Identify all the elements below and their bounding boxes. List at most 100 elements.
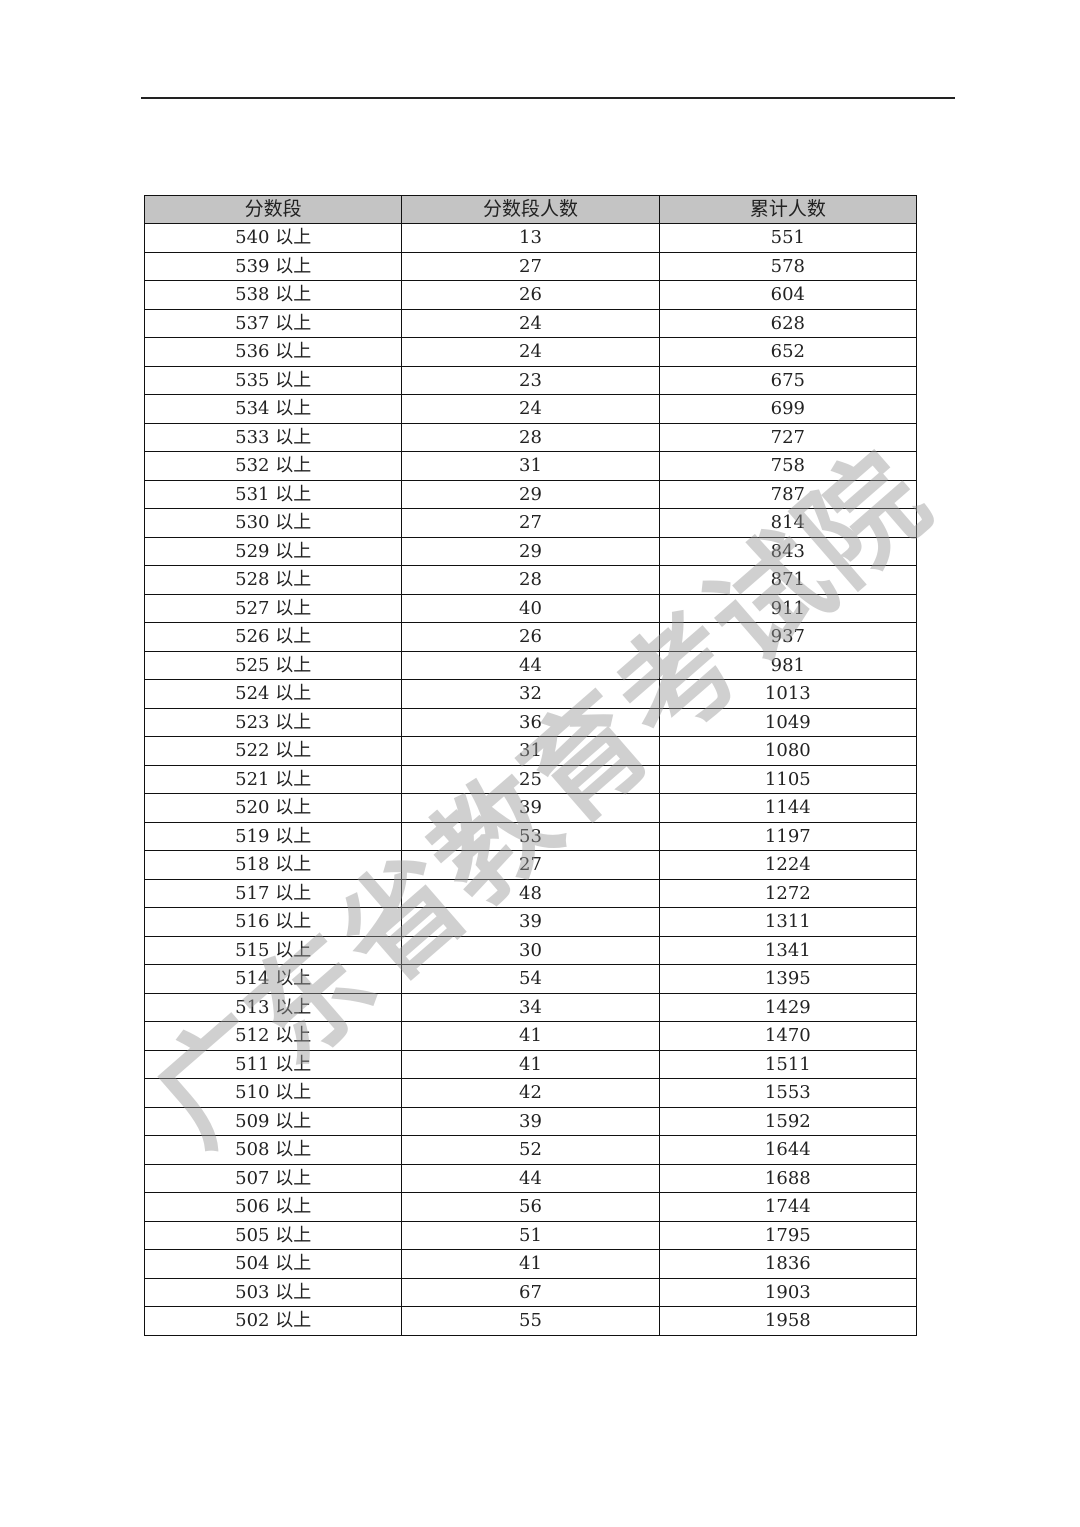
cumulative-count-cell: 551	[658, 223, 918, 253]
score-range-cell: 509 以上	[143, 1106, 403, 1136]
cumulative-count-cell: 871	[658, 565, 918, 595]
table-row: 536 以上 24 652	[143, 337, 918, 367]
cumulative-count-cell: 1688	[658, 1163, 918, 1193]
table-row: 506 以上 56 1744	[143, 1192, 918, 1222]
table-row: 505 以上 51 1795	[143, 1220, 918, 1250]
segment-count-cell: 32	[401, 679, 660, 709]
cumulative-count-cell: 1224	[658, 850, 918, 880]
table-row: 512 以上 41 1470	[143, 1021, 918, 1051]
table-row: 518 以上 27 1224	[143, 850, 918, 880]
score-range-cell: 535 以上	[143, 365, 403, 395]
cumulative-count-cell: 843	[658, 536, 918, 566]
table-row: 538 以上 26 604	[143, 280, 918, 310]
score-range-cell: 506 以上	[143, 1192, 403, 1222]
cumulative-count-cell: 1395	[658, 964, 918, 994]
segment-count-cell: 28	[401, 422, 660, 452]
table-row: 523 以上 36 1049	[143, 707, 918, 737]
segment-count-cell: 55	[401, 1306, 660, 1336]
table-row: 511 以上 41 1511	[143, 1049, 918, 1079]
segment-count-cell: 31	[401, 451, 660, 481]
cumulative-count-cell: 1144	[658, 793, 918, 823]
segment-count-cell: 39	[401, 793, 660, 823]
score-range-cell: 521 以上	[143, 764, 403, 794]
table-row: 539 以上 27 578	[143, 251, 918, 281]
table-row: 508 以上 52 1644	[143, 1135, 918, 1165]
table-row: 514 以上 54 1395	[143, 964, 918, 994]
cumulative-count-cell: 1272	[658, 878, 918, 908]
cumulative-count-cell: 675	[658, 365, 918, 395]
segment-count-cell: 41	[401, 1021, 660, 1051]
cumulative-count-cell: 1105	[658, 764, 918, 794]
cumulative-count-cell: 1644	[658, 1135, 918, 1165]
cumulative-count-cell: 604	[658, 280, 918, 310]
cumulative-count-cell: 1429	[658, 992, 918, 1022]
cumulative-count-cell: 699	[658, 394, 918, 424]
cumulative-count-cell: 1795	[658, 1220, 918, 1250]
cumulative-count-cell: 981	[658, 650, 918, 680]
segment-count-cell: 27	[401, 850, 660, 880]
table-row: 531 以上 29 787	[143, 479, 918, 509]
segment-count-cell: 13	[401, 223, 660, 253]
segment-count-cell: 41	[401, 1049, 660, 1079]
cumulative-count-cell: 727	[658, 422, 918, 452]
score-range-cell: 504 以上	[143, 1249, 403, 1279]
score-range-cell: 526 以上	[143, 622, 403, 652]
cumulative-count-cell: 1470	[658, 1021, 918, 1051]
cumulative-count-cell: 758	[658, 451, 918, 481]
cumulative-count-cell: 1511	[658, 1049, 918, 1079]
cumulative-count-cell: 1903	[658, 1277, 918, 1307]
score-range-cell: 511 以上	[143, 1049, 403, 1079]
table-row: 513 以上 34 1429	[143, 992, 918, 1022]
score-range-cell: 533 以上	[143, 422, 403, 452]
score-range-cell: 534 以上	[143, 394, 403, 424]
segment-count-cell: 34	[401, 992, 660, 1022]
segment-count-cell: 31	[401, 736, 660, 766]
table-row: 529 以上 29 843	[143, 536, 918, 566]
segment-count-cell: 52	[401, 1135, 660, 1165]
cumulative-count-cell: 1080	[658, 736, 918, 766]
segment-count-cell: 23	[401, 365, 660, 395]
table-row: 521 以上 25 1105	[143, 764, 918, 794]
segment-count-cell: 48	[401, 878, 660, 908]
score-range-cell: 502 以上	[143, 1306, 403, 1336]
table-row: 530 以上 27 814	[143, 508, 918, 538]
score-range-cell: 530 以上	[143, 508, 403, 538]
score-range-cell: 527 以上	[143, 593, 403, 623]
segment-count-cell: 27	[401, 251, 660, 281]
segment-count-cell: 24	[401, 308, 660, 338]
header-cumulative-count: 累计人数	[658, 195, 918, 224]
score-range-cell: 536 以上	[143, 337, 403, 367]
header-rule	[141, 97, 955, 99]
score-range-cell: 507 以上	[143, 1163, 403, 1193]
segment-count-cell: 25	[401, 764, 660, 794]
table-row: 509 以上 39 1592	[143, 1106, 918, 1136]
table-row: 519 以上 53 1197	[143, 821, 918, 851]
score-range-cell: 539 以上	[143, 251, 403, 281]
cumulative-count-cell: 578	[658, 251, 918, 281]
score-range-cell: 516 以上	[143, 907, 403, 937]
score-range-cell: 513 以上	[143, 992, 403, 1022]
table-row: 522 以上 31 1080	[143, 736, 918, 766]
table-header-row: 分数段 分数段人数 累计人数	[143, 195, 918, 224]
score-range-cell: 514 以上	[143, 964, 403, 994]
table-row: 517 以上 48 1272	[143, 878, 918, 908]
score-range-cell: 517 以上	[143, 878, 403, 908]
cumulative-count-cell: 1744	[658, 1192, 918, 1222]
table-row: 510 以上 42 1553	[143, 1078, 918, 1108]
cumulative-count-cell: 1592	[658, 1106, 918, 1136]
table-row: 504 以上 41 1836	[143, 1249, 918, 1279]
table-row: 532 以上 31 758	[143, 451, 918, 481]
score-range-cell: 518 以上	[143, 850, 403, 880]
segment-count-cell: 39	[401, 907, 660, 937]
cumulative-count-cell: 1341	[658, 935, 918, 965]
score-range-cell: 512 以上	[143, 1021, 403, 1051]
score-range-cell: 503 以上	[143, 1277, 403, 1307]
cumulative-count-cell: 628	[658, 308, 918, 338]
table-row: 528 以上 28 871	[143, 565, 918, 595]
score-range-cell: 524 以上	[143, 679, 403, 709]
cumulative-count-cell: 937	[658, 622, 918, 652]
segment-count-cell: 29	[401, 479, 660, 509]
segment-count-cell: 41	[401, 1249, 660, 1279]
table-row: 535 以上 23 675	[143, 365, 918, 395]
cumulative-count-cell: 652	[658, 337, 918, 367]
